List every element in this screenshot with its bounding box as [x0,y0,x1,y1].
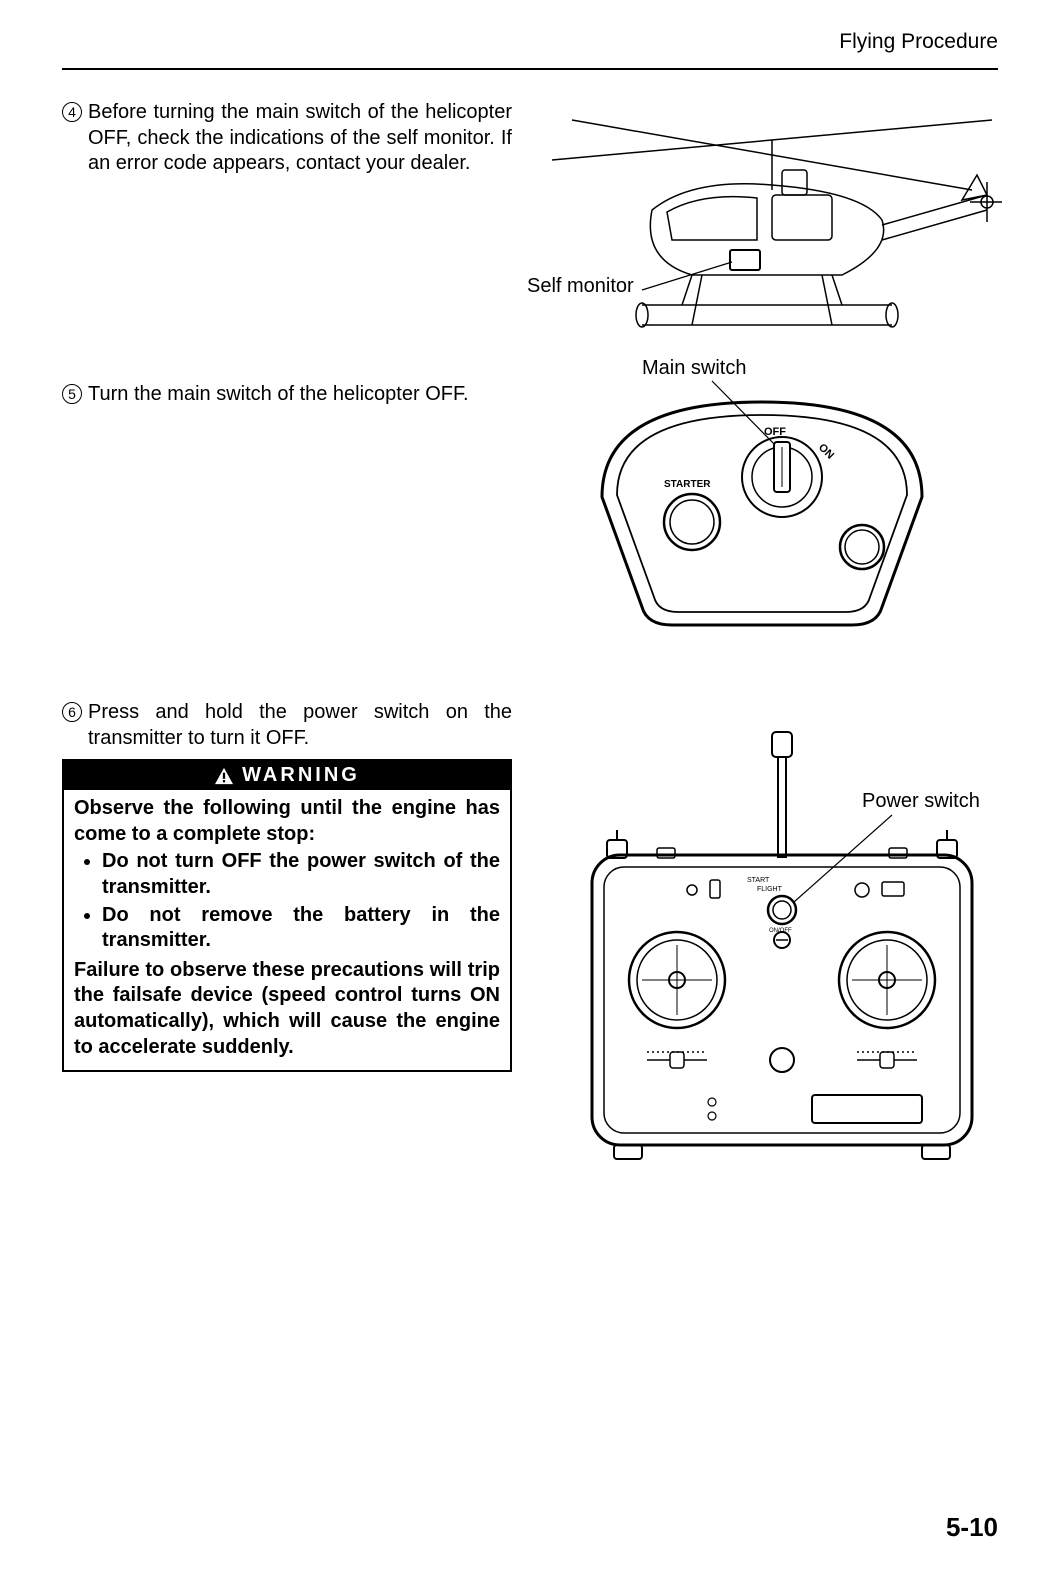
step-6-text-col: 6 Press and hold the power switch on the… [62,700,512,751]
starter-label: STARTER [664,479,711,490]
tx-flight-label: FLIGHT [757,886,783,893]
switch-panel-figure: Main switch [542,357,1002,657]
step-5-number-icon: 5 [62,384,82,404]
manual-page: Flying Procedure 4 Before turning the ma… [0,0,1058,1583]
step-5: 5 Turn the main switch of the helicopter… [62,382,982,408]
warning-outro: Failure to observe these precautions wil… [74,958,500,1060]
step-4-text: Before turning the main switch of the he… [88,100,512,177]
header-rule [62,68,998,70]
page-header: Flying Procedure [839,30,998,54]
step-4: 4 Before turning the main switch of the … [62,100,982,177]
warning-triangle-icon [214,767,234,785]
warning-header: WARNING [64,761,510,790]
helicopter-svg [532,100,1002,360]
warning-bullet-2: Do not remove the battery in the transmi… [102,903,500,954]
main-switch-label: Main switch [642,357,746,380]
self-monitor-label: Self monitor [527,275,634,298]
switch-panel-svg: OFF ON STARTER [542,357,1002,657]
helicopter-figure: Self monitor [532,100,1002,360]
transmitter-figure: Power switch [562,730,1002,1170]
warning-list: Do not turn OFF the power switch of the … [74,849,500,953]
step-5-text-col: 5 Turn the main switch of the helicopter… [62,382,512,408]
warning-body: Observe the following until the engine h… [64,790,510,1070]
page-number: 5-10 [946,1512,998,1543]
off-label: OFF [764,426,786,438]
warning-box: WARNING Observe the following until the … [62,759,512,1072]
step-4-number-icon: 4 [62,102,82,122]
step-4-text-col: 4 Before turning the main switch of the … [62,100,512,177]
step-6: 6 Press and hold the power switch on the… [62,700,982,1072]
warning-bullet-1: Do not turn OFF the power switch of the … [102,849,500,900]
on-label: ON [816,442,836,462]
warning-intro: Observe the following until the engine h… [74,796,500,847]
step-5-text: Turn the main switch of the helicopter O… [88,382,469,408]
tx-onoff-label: ON/OFF [769,928,792,934]
tx-start-label: START [747,877,770,884]
step-6-number-icon: 6 [62,702,82,722]
warning-heading-text: WARNING [242,764,360,787]
power-switch-label: Power switch [862,790,980,813]
step-6-text: Press and hold the power switch on the t… [88,700,512,751]
